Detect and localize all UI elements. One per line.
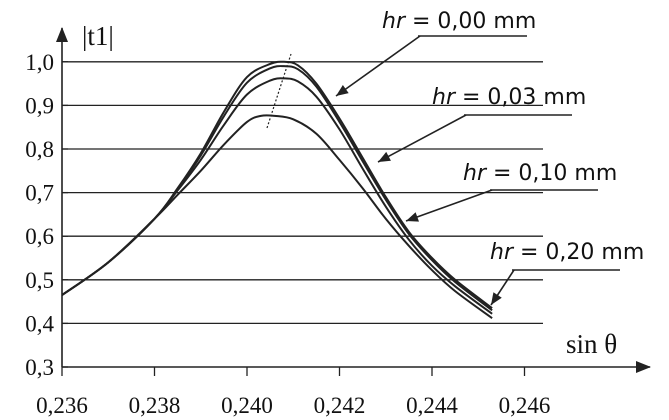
annotation-arrowhead <box>406 212 419 222</box>
y-axis-arrow <box>56 27 68 42</box>
y-tick-label: 1,0 <box>25 50 54 75</box>
peak-trace-line <box>266 53 292 129</box>
annotation-leader <box>405 189 493 222</box>
series-line-2 <box>61 77 493 315</box>
y-tick-label: 0,3 <box>25 355 54 380</box>
annotation-param: hr <box>463 161 488 186</box>
annotation-arrowhead <box>336 84 349 96</box>
y-axis-label: |t1| <box>82 21 114 51</box>
annotation-param: hr <box>490 240 515 265</box>
y-tick-label: 0,5 <box>25 268 54 293</box>
x-axis-label: sin θ <box>566 329 617 359</box>
series-line-1 <box>61 65 493 312</box>
x-axis-arrow <box>636 361 651 373</box>
annotation-value: = 0,03 mm <box>455 85 586 110</box>
annotation-value: = 0,00 mm <box>405 9 536 34</box>
x-tick-label: 0,238 <box>129 393 181 418</box>
annotation-label: hr = 0,10 mm <box>463 161 617 186</box>
x-tick-label: 0,244 <box>406 393 458 418</box>
annotation-leader <box>377 114 467 163</box>
annotation-param: hr <box>382 9 407 34</box>
annotation-label: hr = 0,00 mm <box>382 9 536 34</box>
annotation-label: hr = 0,03 mm <box>432 85 586 110</box>
series-line-3 <box>61 114 493 319</box>
series-lines <box>61 60 493 319</box>
annotation-arrowhead <box>378 151 391 162</box>
annotation-label: hr = 0,20 mm <box>490 240 644 265</box>
x-tick-label: 0,242 <box>314 393 366 418</box>
annotation-value: = 0,20 mm <box>513 240 644 265</box>
gridlines <box>62 61 543 325</box>
x-tick-label: 0,246 <box>499 393 551 418</box>
x-tick-label: 0,240 <box>221 393 273 418</box>
y-tick-label: 0,9 <box>25 93 54 118</box>
series-line-0 <box>61 60 493 309</box>
y-tick-label: 0,4 <box>25 311 54 336</box>
annotation-param: hr <box>432 85 457 110</box>
peak-trace <box>266 53 292 129</box>
y-tick-label: 0,7 <box>25 181 54 206</box>
y-tick-label: 0,6 <box>25 224 54 249</box>
x-tick-label: 0,236 <box>36 393 88 418</box>
annotation-arrowhead <box>491 292 502 305</box>
tick-labels: 0,3 0,4 0,5 0,6 0,7 0,8 0,9 1,0 0,236 0,238 0,240 0… <box>25 21 617 418</box>
y-tick-label: 0,8 <box>25 137 54 162</box>
annotation-leader <box>335 35 421 97</box>
axes <box>56 27 651 376</box>
annotation-value: = 0,10 mm <box>486 161 617 186</box>
